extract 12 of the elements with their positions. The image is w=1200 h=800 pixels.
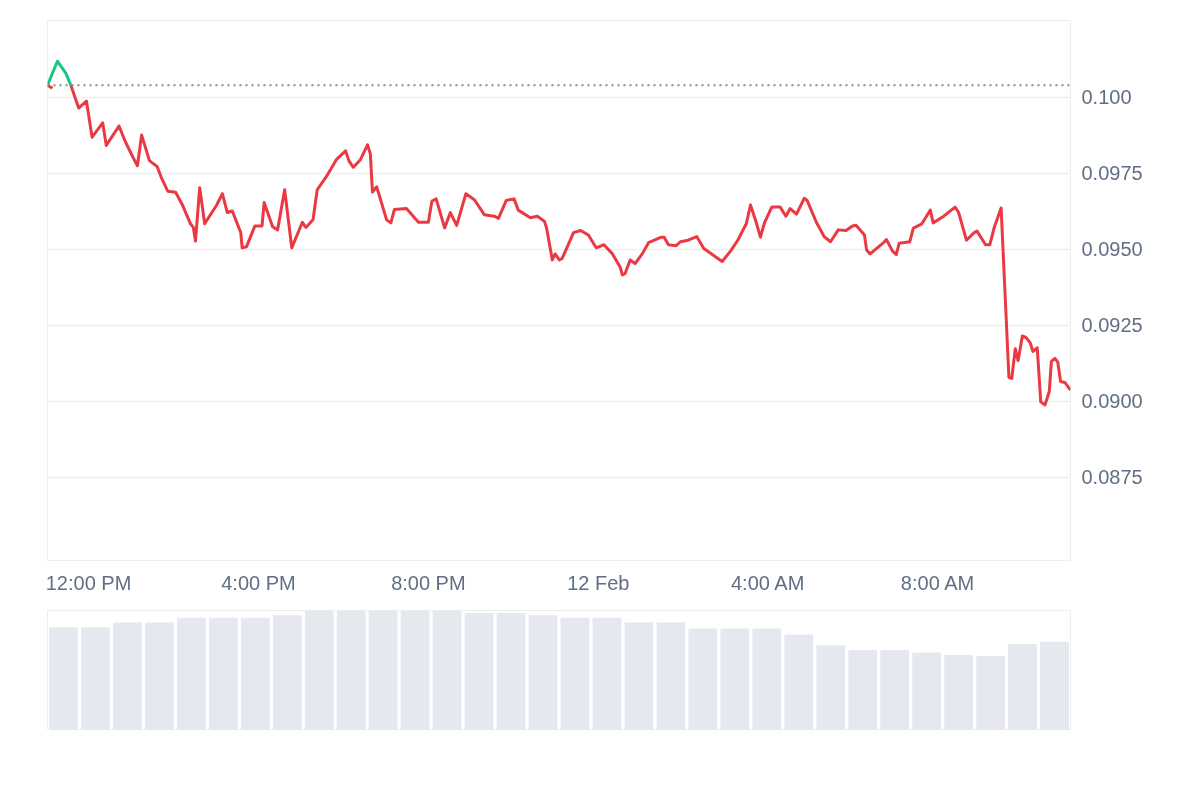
x-tick-label: 12 Feb <box>567 571 630 594</box>
x-tick-label: 4:00 AM <box>730 571 805 594</box>
y-tick-label: 0.100 <box>1081 86 1132 109</box>
x-tick-label: 12:00 PM <box>45 571 132 594</box>
y-tick-label: 0.0875 <box>1081 466 1143 489</box>
x-tick-label: 8:00 AM <box>900 571 975 594</box>
y-tick-label: 0.0975 <box>1081 162 1143 185</box>
x-tick-label: 8:00 PM <box>391 571 466 594</box>
y-tick-label: 0.0900 <box>1081 390 1143 413</box>
y-tick-label: 0.0950 <box>1081 238 1143 261</box>
y-tick-label: 0.0925 <box>1081 314 1143 337</box>
x-tick-label: 4:00 PM <box>221 571 296 594</box>
